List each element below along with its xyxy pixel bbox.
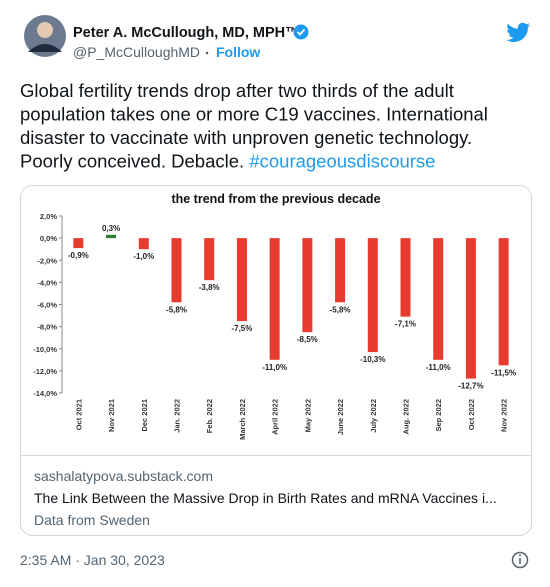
value-label: -12,7% [458, 382, 483, 391]
value-label: -7,5% [231, 324, 252, 333]
follow-button[interactable]: Follow [216, 44, 260, 60]
tweet-text-line: Global fertility trends drop after two t… [20, 80, 454, 101]
chart-title: the trend from the previous decade [171, 192, 380, 206]
bar [73, 238, 84, 249]
x-tick-label: Dec 2021 [140, 399, 149, 432]
bar [433, 238, 444, 360]
tweet-text-line: population takes one or more C19 vaccine… [20, 104, 488, 125]
x-tick-label: March 2022 [238, 399, 247, 440]
bar [465, 238, 476, 379]
avatar-face [37, 22, 53, 38]
tweet-text-line: disaster to vaccinate with unproven gene… [20, 127, 472, 148]
bar [171, 238, 182, 303]
card-domain: sashalatypova.substack.com [34, 468, 213, 484]
verified-badge [293, 24, 309, 40]
x-tick-label: April 2022 [271, 399, 280, 435]
x-tick-label: Nov 2021 [107, 399, 116, 432]
tweet-text-line: Poorly conceived. Debacle. #courageousdi… [20, 151, 435, 172]
x-tick-label: Jan. 2022 [173, 399, 182, 433]
value-label: -5,8% [330, 305, 351, 314]
tweet-text: Global fertility trends drop after two t… [20, 80, 454, 101]
value-label: -5,8% [166, 305, 187, 314]
value-label: -11,5% [491, 368, 516, 377]
bar [400, 238, 411, 317]
bar [498, 238, 509, 366]
x-tick-label: July 2022 [369, 399, 378, 433]
x-tick-label: Sep 2022 [434, 399, 443, 432]
value-label: -0,9% [68, 251, 89, 260]
y-tick-label: -2,0% [37, 256, 57, 265]
value-label: -8,5% [297, 335, 318, 344]
value-label: -1,0% [133, 252, 154, 261]
x-tick-label: Oct 2021 [74, 399, 83, 430]
hashtag[interactable]: #courageousdiscourse [249, 151, 435, 172]
card-subtitle: Data from Sweden [34, 512, 150, 528]
card-title: The Link Between the Massive Drop in Bir… [34, 490, 497, 506]
x-tick-label: Feb. 2022 [205, 399, 214, 433]
y-tick-label: -6,0% [37, 301, 57, 310]
avatar-suit [28, 44, 62, 52]
bar [335, 238, 346, 303]
value-label: -7,1% [395, 320, 416, 329]
bar [302, 238, 313, 333]
tweet-text: population takes one or more C19 vaccine… [20, 104, 488, 125]
separator-dot [205, 51, 209, 55]
x-tick-label: June 2022 [336, 399, 345, 435]
y-tick-label: -14,0% [33, 389, 57, 398]
bar [106, 234, 117, 239]
author-name[interactable]: Peter A. McCullough, MD, MPH™ [73, 25, 300, 41]
bar [236, 238, 247, 322]
timestamp[interactable]: 2:35 AM · Jan 30, 2023 [20, 552, 165, 568]
y-tick-label: -10,0% [33, 345, 57, 354]
y-tick-label: -8,0% [37, 323, 57, 332]
x-tick-label: May 2022 [303, 399, 312, 432]
tweet-text: Poorly conceived. Debacle. [20, 151, 249, 172]
bar [367, 238, 378, 353]
bar [204, 238, 215, 281]
info-icon-dot [519, 554, 521, 557]
y-tick-label: -4,0% [37, 278, 57, 287]
handle[interactable]: @P_McCulloughMD [73, 44, 200, 60]
tweet-text: disaster to vaccinate with unproven gene… [20, 127, 472, 148]
bar [269, 238, 280, 360]
value-label: -11,0% [426, 363, 451, 372]
x-tick-label: Aug. 2022 [402, 399, 411, 434]
x-tick-label: Oct 2022 [467, 399, 476, 430]
twitter-logo[interactable] [506, 22, 531, 42]
verified-check [296, 28, 306, 36]
y-tick-label: -12,0% [33, 367, 57, 376]
bar [138, 238, 149, 250]
y-tick-label: 0,0% [40, 234, 57, 243]
value-label: -10,3% [360, 355, 385, 364]
info-icon[interactable] [511, 551, 529, 569]
y-tick-label: 2,0% [40, 212, 57, 221]
value-label: 0,3% [102, 224, 120, 233]
link-card[interactable] [20, 185, 532, 536]
value-label: -11,0% [262, 363, 287, 372]
value-label: -3,8% [199, 283, 220, 292]
x-tick-label: Nov 2022 [500, 399, 509, 432]
